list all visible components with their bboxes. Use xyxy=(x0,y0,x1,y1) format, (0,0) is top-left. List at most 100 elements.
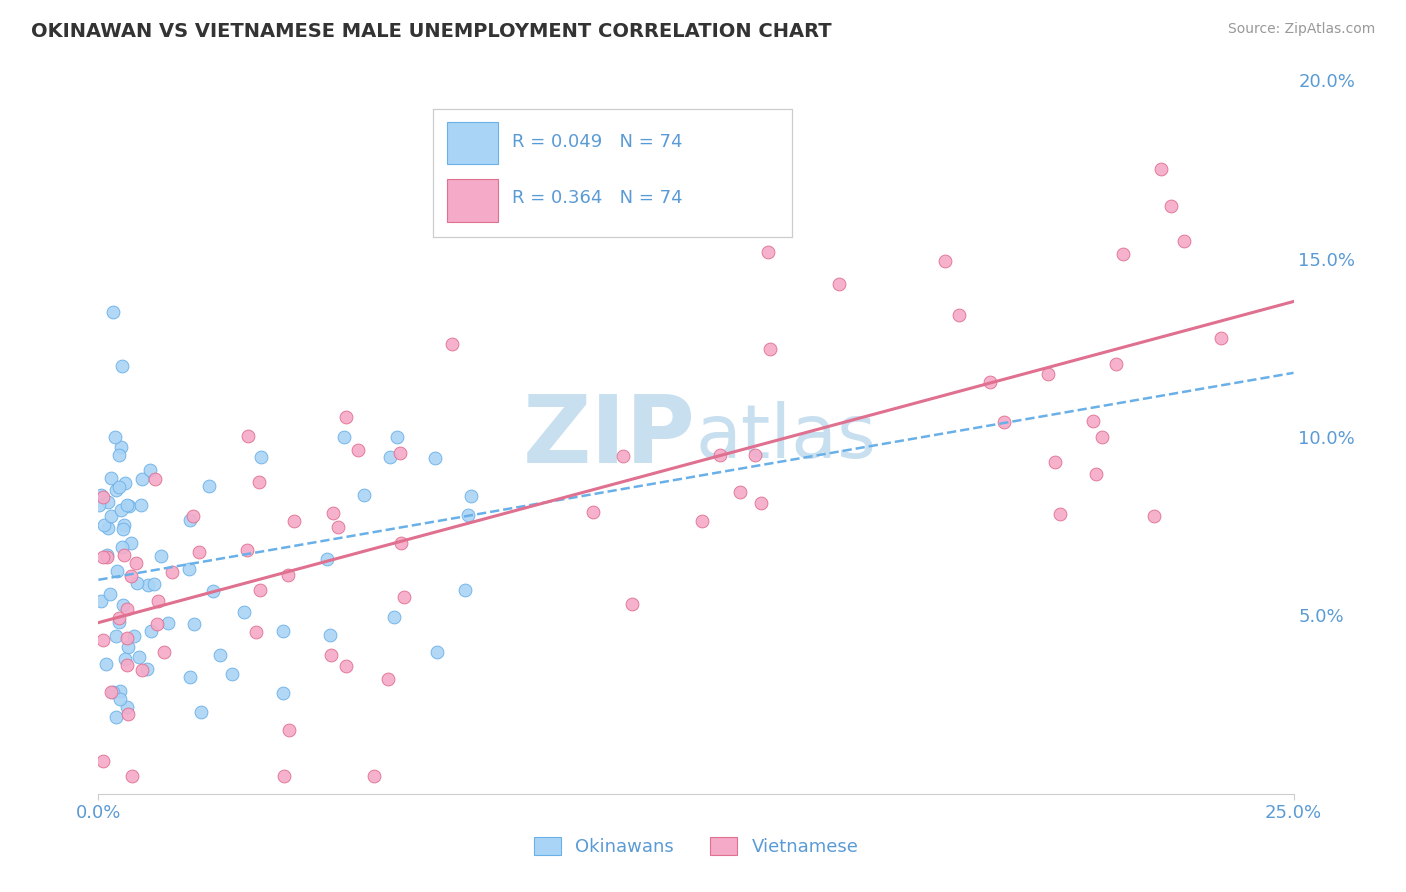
Point xyxy=(425,450,447,465)
Point xyxy=(111,540,134,554)
Point xyxy=(315,552,337,566)
Point xyxy=(1209,331,1232,345)
Point xyxy=(97,494,120,508)
Point xyxy=(120,569,142,583)
Point xyxy=(94,657,117,672)
Point xyxy=(91,632,114,647)
Point xyxy=(183,617,205,632)
Point xyxy=(1173,234,1195,248)
Point xyxy=(690,514,713,528)
Point xyxy=(979,376,1001,390)
Point xyxy=(122,629,145,643)
Point xyxy=(105,564,128,578)
Text: ZIP: ZIP xyxy=(523,391,696,483)
Point xyxy=(162,565,184,579)
Point xyxy=(131,472,153,486)
Point xyxy=(621,597,644,611)
Point xyxy=(181,508,204,523)
Text: Source: ZipAtlas.com: Source: ZipAtlas.com xyxy=(1227,22,1375,37)
Point xyxy=(382,610,405,624)
Point xyxy=(89,498,111,512)
Point xyxy=(143,472,166,486)
Point xyxy=(101,684,124,698)
Point xyxy=(202,583,225,598)
Point xyxy=(1091,430,1114,444)
Point xyxy=(112,549,135,563)
Point xyxy=(149,549,172,564)
Point xyxy=(277,723,299,738)
Point xyxy=(153,645,176,659)
Point xyxy=(828,277,851,292)
Point xyxy=(198,478,221,492)
Point xyxy=(115,658,138,673)
Point xyxy=(249,582,271,597)
Point xyxy=(460,489,482,503)
Point xyxy=(377,672,399,686)
Point xyxy=(125,576,148,591)
Point xyxy=(114,652,136,666)
Point xyxy=(363,769,385,783)
Point xyxy=(100,587,122,601)
Point xyxy=(744,448,766,462)
Point xyxy=(112,522,135,536)
Point xyxy=(117,707,139,722)
Point xyxy=(110,684,132,698)
Point xyxy=(111,599,134,613)
Point xyxy=(115,601,138,615)
Point xyxy=(728,485,751,500)
Point xyxy=(236,542,259,557)
Point xyxy=(1160,199,1182,213)
Point xyxy=(100,509,122,524)
Point xyxy=(441,337,464,351)
Point xyxy=(759,342,782,356)
Point xyxy=(131,663,153,677)
Point xyxy=(177,562,200,576)
Point xyxy=(111,359,134,373)
Point xyxy=(108,448,131,462)
Point xyxy=(146,593,169,607)
Point xyxy=(136,662,159,676)
Point xyxy=(90,488,112,502)
Point xyxy=(333,430,356,444)
Point xyxy=(1085,467,1108,481)
Point xyxy=(392,591,415,605)
Point xyxy=(105,629,128,643)
Point xyxy=(108,691,131,706)
Point xyxy=(751,496,773,510)
Point xyxy=(249,475,271,489)
Point xyxy=(993,415,1015,429)
Point xyxy=(90,594,112,608)
Point xyxy=(389,536,412,550)
Point xyxy=(110,440,132,454)
Point xyxy=(426,645,449,659)
Point xyxy=(479,198,502,212)
Point xyxy=(112,517,135,532)
Point xyxy=(104,710,127,724)
Point xyxy=(948,309,970,323)
Point xyxy=(238,429,260,443)
Point xyxy=(91,490,114,504)
Point xyxy=(110,503,132,517)
Point xyxy=(283,514,305,528)
Point xyxy=(322,506,344,520)
Point xyxy=(100,471,122,485)
Point xyxy=(209,648,232,662)
Text: OKINAWAN VS VIETNAMESE MALE UNEMPLOYMENT CORRELATION CHART: OKINAWAN VS VIETNAMESE MALE UNEMPLOYMENT… xyxy=(31,22,831,41)
Point xyxy=(353,488,375,502)
Point xyxy=(107,615,129,629)
Point xyxy=(139,463,162,477)
Point xyxy=(136,578,159,592)
Point xyxy=(120,536,142,550)
Point xyxy=(1112,246,1135,260)
Point xyxy=(115,498,138,512)
Point xyxy=(277,567,299,582)
Point xyxy=(1150,162,1173,177)
Point xyxy=(1143,508,1166,523)
Point xyxy=(233,605,256,619)
Point xyxy=(115,700,138,714)
Point xyxy=(121,769,143,783)
Point xyxy=(143,577,166,591)
Point xyxy=(128,650,150,665)
Point xyxy=(100,684,122,698)
Point xyxy=(125,556,148,570)
